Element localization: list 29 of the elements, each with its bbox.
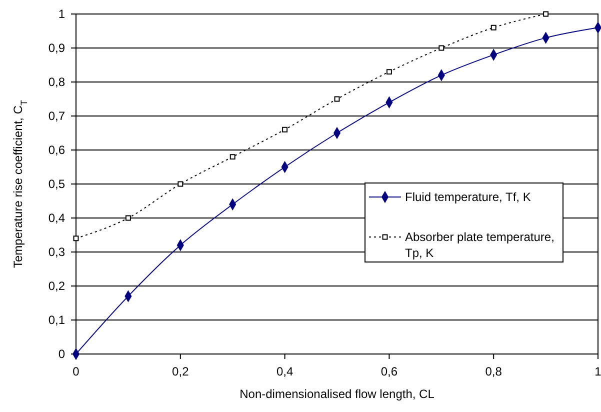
- point: [543, 11, 549, 17]
- y-tick-label: 0,2: [48, 278, 66, 293]
- point: [230, 154, 236, 160]
- legend-label: Absorber plate temperature, Tp, K: [405, 230, 554, 260]
- y-tick-label: 1: [58, 6, 66, 21]
- y-tick-label: 0: [58, 346, 66, 361]
- x-tick-label: 0,8: [485, 364, 502, 379]
- y-tick-label: 0,1: [48, 312, 66, 327]
- y-tick-label: 0,9: [48, 40, 66, 55]
- y-tick-label: 0,7: [48, 108, 66, 123]
- point: [282, 126, 288, 132]
- y-tick-label: 0,6: [48, 142, 66, 157]
- x-tick-label: 1: [594, 364, 601, 379]
- y-tick-label: 0,4: [48, 210, 66, 225]
- point: [438, 45, 444, 51]
- x-tick-label: 0,6: [380, 364, 398, 379]
- point: [178, 181, 184, 187]
- x-tick-label: 0,4: [276, 364, 294, 379]
- x-tick-label: 0,2: [172, 364, 190, 379]
- x-tick-label: 0: [72, 364, 80, 379]
- point: [73, 236, 79, 242]
- point: [125, 215, 131, 221]
- y-tick-label: 0,3: [48, 244, 66, 259]
- point: [490, 24, 496, 30]
- legend-label: Fluid temperature, Tf, K: [405, 190, 531, 204]
- y-tick-label: 0,5: [48, 176, 66, 191]
- x-axis-title: Non-dimensionalised flow length, CL: [240, 387, 435, 401]
- y-tick-label: 0,8: [48, 74, 66, 89]
- point: [386, 69, 392, 75]
